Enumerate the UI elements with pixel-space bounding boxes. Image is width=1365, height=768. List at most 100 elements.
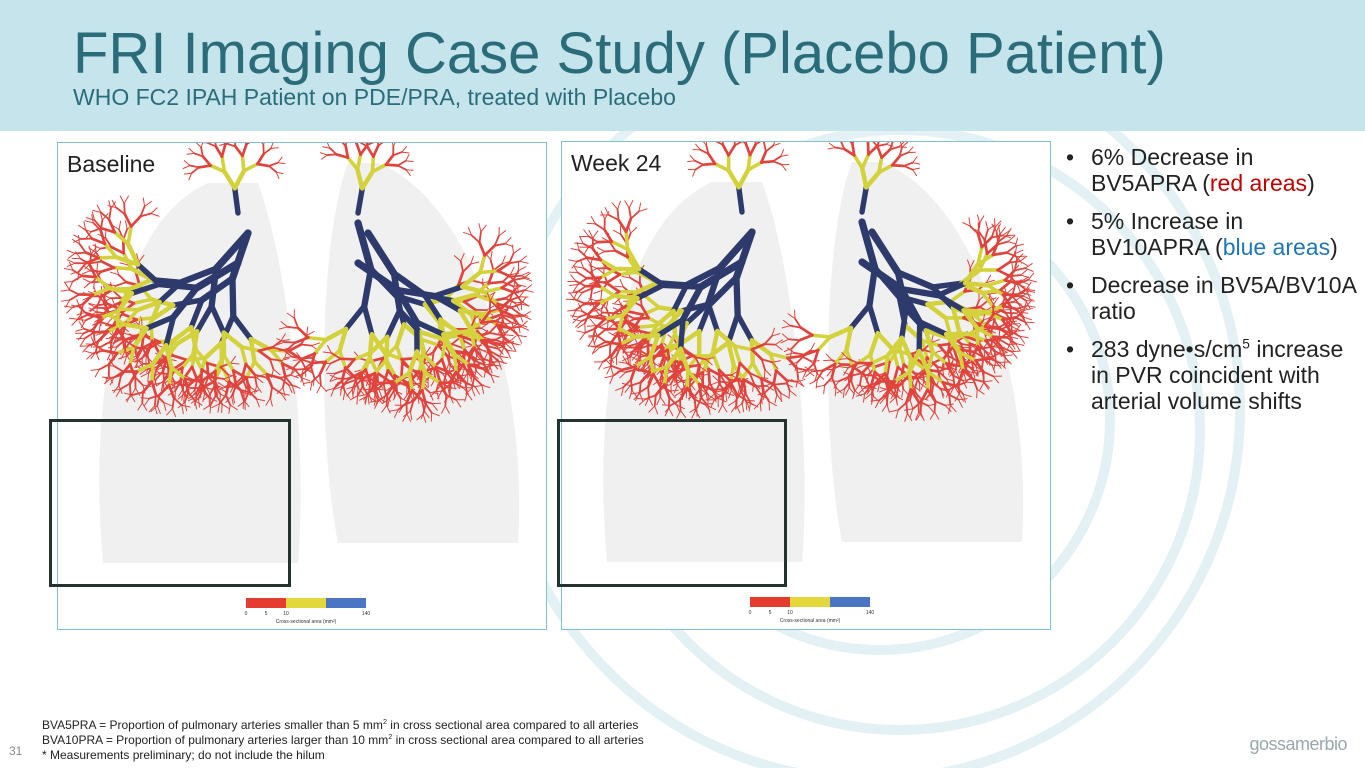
vessel: [272, 368, 281, 376]
vessel: [462, 387, 469, 395]
vessel: [937, 366, 950, 373]
vessel: [955, 381, 968, 387]
vessel: [445, 354, 452, 367]
vessel: [95, 311, 109, 315]
vessel: [119, 195, 125, 204]
vessel: [593, 346, 601, 354]
vessel: [334, 379, 343, 386]
vessel: [109, 327, 119, 343]
vessel: [241, 376, 247, 389]
vessel: [578, 312, 591, 318]
vessel: [795, 367, 809, 372]
vessel: [183, 377, 201, 383]
vessel: [765, 385, 775, 391]
vessel: [972, 378, 985, 383]
vessel: [765, 381, 775, 387]
vessel: [504, 341, 515, 344]
vessel: [368, 334, 390, 355]
vessel: [786, 354, 803, 360]
vessel: [710, 388, 720, 400]
vessel: [889, 142, 894, 151]
vessel: [930, 333, 934, 343]
vessel: [806, 369, 815, 377]
vessel: [634, 328, 651, 335]
vessel: [590, 315, 607, 321]
vessel: [280, 358, 290, 362]
vessel: [898, 285, 942, 299]
vessel: [301, 377, 305, 387]
vessel: [877, 155, 884, 175]
vessel: [626, 354, 636, 359]
vessel: [872, 142, 879, 148]
vessel: [948, 366, 958, 371]
vessel: [139, 368, 148, 375]
vessel: [227, 374, 231, 384]
vessel: [582, 242, 594, 250]
vessel: [429, 391, 439, 394]
vessel: [608, 214, 620, 221]
vessel: [517, 334, 523, 344]
vessel: [77, 271, 80, 281]
vessel: [796, 381, 805, 387]
vessel: [886, 380, 897, 395]
vessel: [694, 163, 705, 171]
vessel: [486, 292, 491, 302]
vessel: [322, 351, 332, 354]
vessel: [955, 385, 965, 396]
vessel: [588, 229, 594, 239]
vessel: [231, 395, 234, 406]
vessel: [341, 379, 344, 390]
vessel: [230, 313, 254, 342]
vessel: [150, 207, 158, 215]
vessel: [595, 307, 604, 314]
vessel: [92, 330, 110, 334]
vessel: [606, 365, 612, 375]
vessel: [974, 299, 980, 312]
vessel: [1001, 304, 1018, 311]
vessel: [201, 155, 212, 167]
vessel: [947, 355, 959, 362]
vessel: [934, 411, 940, 420]
vessel: [449, 361, 455, 370]
vessel: [364, 395, 368, 405]
vessel: [621, 276, 632, 279]
vessel: [694, 409, 701, 419]
vessel: [88, 245, 92, 255]
vessel: [652, 372, 662, 388]
vessel: [864, 392, 873, 400]
vessel: [118, 355, 128, 360]
vessel: [506, 349, 517, 352]
vessel: [286, 341, 297, 351]
vessel: [409, 399, 415, 413]
vessel: [153, 356, 169, 366]
vessel: [239, 388, 245, 402]
vessel: [615, 345, 622, 358]
vessel: [128, 363, 137, 379]
vessel: [701, 385, 710, 397]
vessel: [100, 260, 116, 270]
vessel: [987, 224, 996, 231]
vessel: [367, 381, 372, 395]
vessel: [763, 335, 773, 346]
vessel: [65, 299, 71, 308]
vessel: [354, 377, 364, 388]
vessel: [264, 376, 272, 384]
vessel: [676, 404, 681, 414]
vessel: [156, 405, 161, 415]
vessel: [759, 402, 762, 412]
vessel: [478, 230, 482, 244]
vessel: [141, 402, 148, 411]
vessel: [276, 338, 286, 343]
vessel: [998, 362, 1006, 369]
vessel: [995, 223, 1001, 232]
superscript: 2: [388, 732, 393, 741]
vessel: [170, 284, 201, 321]
vessel: [366, 388, 373, 397]
vessel: [524, 284, 533, 291]
vessel: [1026, 289, 1036, 293]
vessel: [255, 398, 260, 408]
vessel: [71, 303, 84, 309]
vessel: [275, 171, 284, 175]
vessel: [100, 340, 112, 348]
vessel: [330, 352, 342, 360]
